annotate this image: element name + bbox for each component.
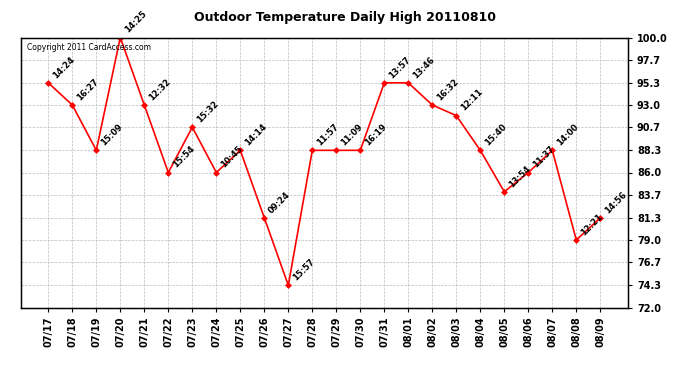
Text: 13:57: 13:57 (387, 55, 412, 80)
Text: 13:54: 13:54 (507, 164, 533, 189)
Text: 15:54: 15:54 (171, 144, 197, 170)
Text: 16:19: 16:19 (363, 122, 388, 147)
Text: 10:45: 10:45 (219, 144, 244, 170)
Text: 11:57: 11:57 (315, 122, 340, 147)
Text: 14:00: 14:00 (555, 122, 580, 147)
Text: 14:14: 14:14 (243, 122, 268, 147)
Text: 11:09: 11:09 (339, 122, 364, 147)
Text: 15:57: 15:57 (291, 257, 316, 282)
Text: Copyright 2011 CardAccess.com: Copyright 2011 CardAccess.com (27, 43, 151, 52)
Text: Outdoor Temperature Daily High 20110810: Outdoor Temperature Daily High 20110810 (194, 11, 496, 24)
Text: 15:40: 15:40 (483, 122, 509, 147)
Text: 16:27: 16:27 (75, 77, 100, 102)
Text: 14:25: 14:25 (123, 9, 148, 35)
Text: 14:56: 14:56 (603, 190, 629, 215)
Text: 15:09: 15:09 (99, 122, 124, 147)
Text: 14:24: 14:24 (51, 55, 77, 80)
Text: 12:32: 12:32 (147, 77, 172, 102)
Text: 11:37: 11:37 (531, 144, 556, 170)
Text: 16:32: 16:32 (435, 77, 460, 102)
Text: 12:21: 12:21 (579, 212, 604, 237)
Text: 15:32: 15:32 (195, 99, 220, 124)
Text: 09:24: 09:24 (267, 190, 293, 215)
Text: 13:46: 13:46 (411, 55, 436, 80)
Text: 12:11: 12:11 (459, 87, 484, 113)
